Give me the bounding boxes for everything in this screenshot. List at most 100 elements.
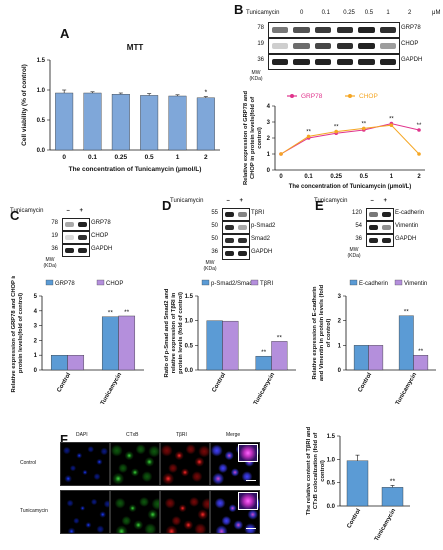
y-tick-label: 0.0 (327, 504, 336, 510)
microscopy-image (60, 442, 110, 486)
legend-label: GRP78 (55, 281, 75, 287)
blot-mw-label: 36 (355, 235, 362, 242)
blot-mw-label: 36 (51, 245, 58, 252)
panel-c-blot: Tunicamycin – + GRP78 78 CHOP 19 GAPDH 36 MW (KDa… (10, 208, 138, 278)
y-tick-label: 0.0 (37, 148, 46, 154)
microscopy-image (210, 490, 260, 534)
blot-mw-label: 19 (257, 41, 264, 47)
blot-mw-unit: MW (KDa) (249, 70, 263, 82)
blot-band (358, 26, 375, 34)
significance-marker: ** (390, 478, 396, 485)
x-tick-label: Tunicamycin (253, 372, 276, 407)
x-tick-label: 2 (204, 154, 208, 161)
panel-letter-c: C (10, 208, 20, 223)
y-tick-label: 2 (338, 319, 342, 325)
legend-label: GRP78 (301, 93, 323, 100)
blot-band (336, 58, 354, 66)
microscopy-image (210, 442, 260, 486)
blot-band (379, 26, 397, 34)
blot-band-box (62, 244, 90, 257)
blot-band-box (366, 221, 394, 234)
blot-band (237, 212, 248, 217)
blot-mw-label: 55 (211, 209, 218, 216)
blot-protein-label: CHOP (91, 232, 109, 239)
x-axis-label: The concentration of Tunicamycin (μmol/L… (289, 184, 412, 190)
y-axis-label-group: Ratio of p-Smad and Smad2 and relative ex… (164, 288, 184, 377)
blot-mw-unit: MW (KDa) (43, 257, 57, 269)
bar (381, 487, 404, 507)
microscopy-image (60, 490, 110, 534)
data-point (279, 152, 283, 156)
concentration-label: 2 (408, 10, 412, 16)
panel-d-blot: Tunicamycin – + TβRI 55 p-Smad2 50 Smad2 50 GAPDH… (170, 198, 295, 283)
panel-letter-b: B (234, 2, 244, 17)
panel-letter-a: A (60, 26, 70, 41)
legend-swatch (394, 279, 403, 286)
y-axis-label-group: The relative content of TβRI and CTxB col… (306, 426, 326, 515)
x-tick-group: Control (211, 372, 227, 394)
blot-band (224, 212, 235, 217)
blot-band-box (62, 231, 90, 244)
microscopy-row-label: Control (20, 460, 37, 466)
panel-b-treatment-label: Tunicamycin (246, 10, 280, 16)
bar (111, 94, 130, 151)
blot-band-box (268, 38, 400, 54)
data-point (417, 152, 421, 156)
scale-bar (246, 479, 256, 481)
blot-band (314, 42, 332, 50)
microscopy-row-label: Tunicamycin (20, 508, 48, 514)
concentration-label: 0 (300, 10, 304, 16)
blot-mw-unit: MW (KDa) (203, 260, 217, 272)
blot-band (336, 42, 354, 50)
blot-mw-label: 36 (257, 57, 264, 63)
blot-band-box (222, 234, 250, 247)
y-axis-label: CTxB colocalization (fold of (313, 433, 319, 509)
lane-sign-label: – (226, 198, 230, 204)
y-tick-label: 1 (34, 353, 38, 359)
significance-marker: ** (277, 334, 283, 341)
blot-band (64, 248, 75, 253)
blot-protein-label: GAPDH (401, 57, 423, 63)
microscopy-column-label: DAPI (76, 432, 88, 438)
x-tick-group: Tunicamycin (100, 372, 123, 407)
bar (368, 345, 384, 371)
blot-band (336, 26, 354, 34)
x-tick-group: Tunicamycin (374, 508, 397, 543)
lane-sign-label: + (79, 208, 84, 214)
bar (413, 354, 429, 371)
legend-swatch (201, 279, 210, 286)
y-tick-label: 1.0 (37, 88, 46, 94)
y-tick-label: 1.5 (37, 58, 46, 64)
y-axis-label: protein levels(fold of control) (18, 293, 24, 373)
blot-band (237, 251, 248, 256)
lane-sign-label: – (370, 198, 374, 204)
x-tick-label: 0 (279, 174, 283, 180)
bar (83, 92, 102, 151)
blot-band (224, 225, 235, 230)
blot-band (379, 58, 397, 66)
blot-band (379, 42, 397, 50)
significance-marker: ** (124, 309, 130, 316)
bar (168, 95, 187, 151)
bar (118, 315, 136, 371)
lane-sign-label: + (383, 198, 388, 204)
legend-label: E-cadherin (359, 281, 388, 287)
panel-b-blot: Tunicamycin 0 0.1 0.25 0.5 1 2 μM GRP78 78 CHOP 1… (246, 10, 443, 90)
significance-marker: ** (261, 349, 267, 356)
blot-band-box (366, 234, 394, 247)
legend-marker (290, 94, 294, 98)
blot-band-box (62, 218, 90, 231)
y-tick-label: 0.5 (327, 481, 336, 487)
lane-sign-label: + (239, 198, 244, 204)
blot-protein-label: GRP78 (401, 25, 421, 31)
y-tick-label: 3 (338, 294, 342, 300)
y-tick-label: 1 (338, 343, 342, 349)
y-axis-label: Cell viability (% of control) (21, 64, 28, 146)
blot-band-box (268, 22, 400, 38)
y-axis-label: control) (320, 460, 326, 482)
panel-e-blot: Tunicamycin – + E-cadherin 120 Vimentin 54 GAPD… (314, 198, 443, 268)
blot-protein-label: Smad2 (251, 235, 271, 242)
x-tick-label: Tunicamycin (374, 508, 397, 543)
x-tick-group: Tunicamycin (253, 372, 276, 407)
